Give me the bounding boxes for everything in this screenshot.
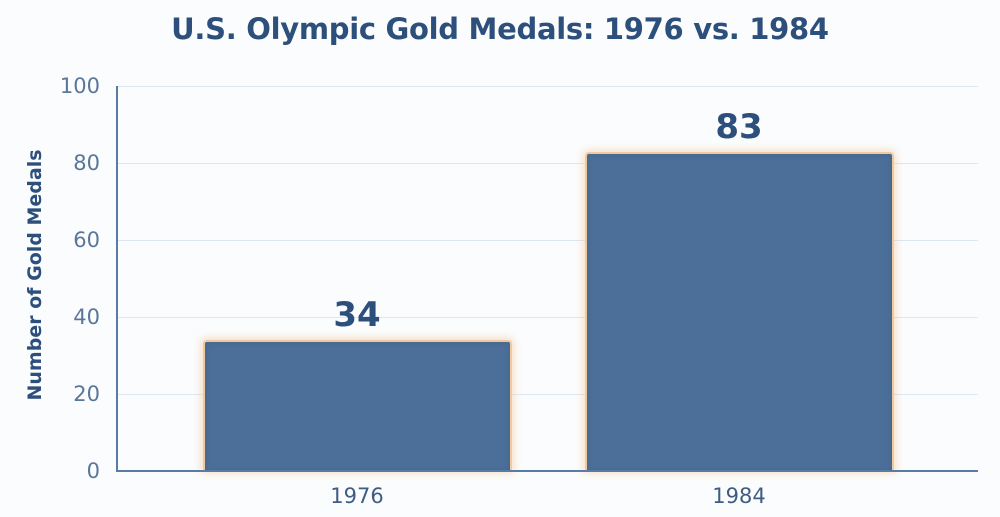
y-axis-label: Number of Gold Medals xyxy=(24,149,46,401)
data-label-1976: 34 xyxy=(333,295,381,335)
y-tick-20: 20 xyxy=(73,382,100,406)
gridline-80 xyxy=(118,163,978,164)
bar-1976 xyxy=(203,340,512,471)
x-tick-1984: 1984 xyxy=(712,484,766,508)
gridline-60 xyxy=(118,240,978,241)
gridline-40 xyxy=(118,317,978,318)
y-tick-40: 40 xyxy=(73,305,100,329)
gridline-100 xyxy=(118,86,978,87)
y-tick-60: 60 xyxy=(73,228,100,252)
gridline-20 xyxy=(118,394,978,395)
x-axis-line xyxy=(116,470,978,472)
chart-title: U.S. Olympic Gold Medals: 1976 vs. 1984 xyxy=(171,12,829,46)
y-axis-line xyxy=(116,86,118,472)
y-tick-100: 100 xyxy=(59,74,100,98)
x-tick-1976: 1976 xyxy=(330,484,384,508)
plot-area xyxy=(116,86,978,472)
y-tick-0: 0 xyxy=(86,459,100,483)
bar-1984 xyxy=(585,152,894,471)
y-tick-80: 80 xyxy=(73,151,100,175)
data-label-1984: 83 xyxy=(715,107,763,147)
